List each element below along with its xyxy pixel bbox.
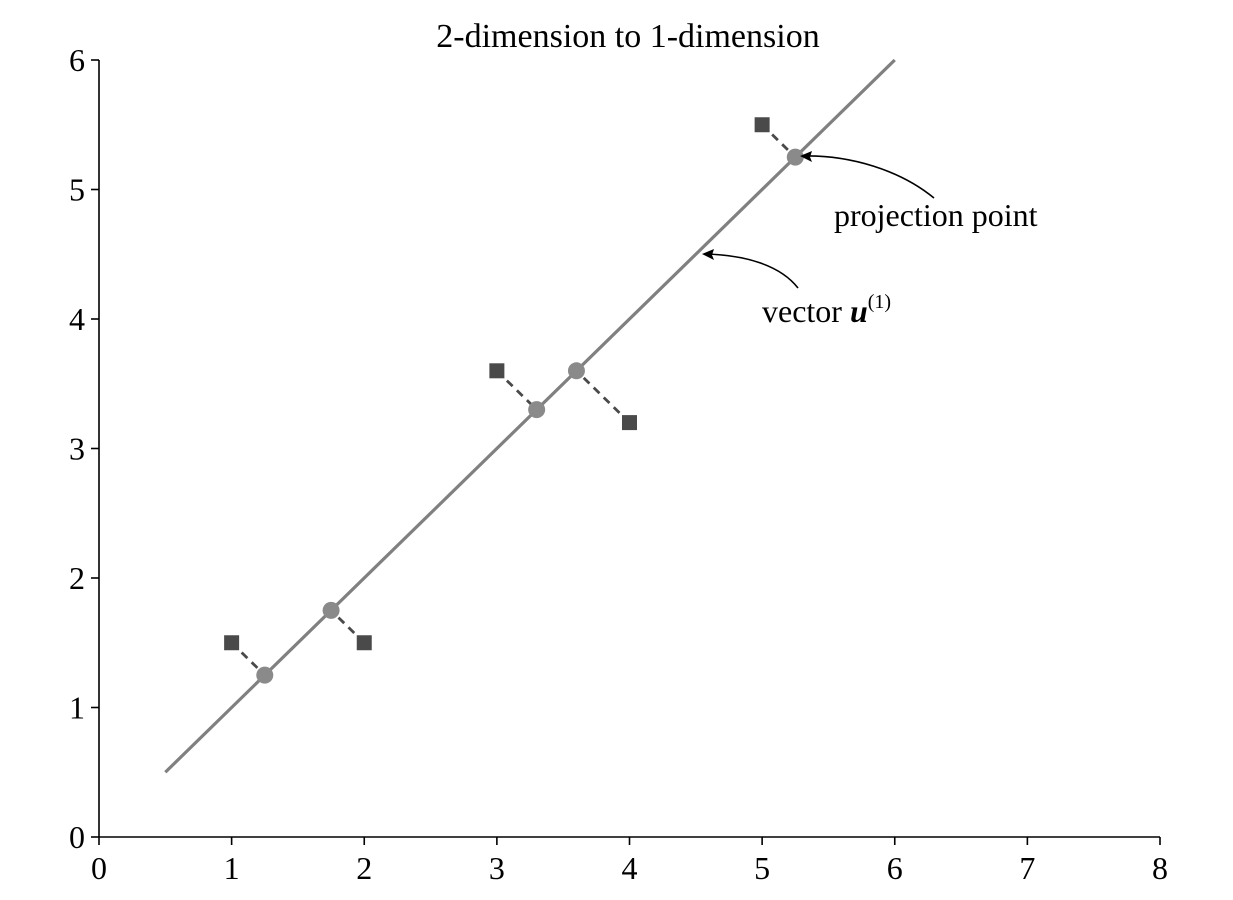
projection-lines xyxy=(230,123,797,677)
chart-title: 2-dimension to 1-dimension xyxy=(436,18,819,55)
points xyxy=(224,117,804,684)
projection-arrowhead xyxy=(800,151,812,162)
projection-label: projection point xyxy=(834,197,1038,233)
y-tick-label: 5 xyxy=(69,172,85,208)
x-tick-label: 5 xyxy=(754,850,770,886)
y-tick-label: 2 xyxy=(69,560,85,596)
x-tick-label: 8 xyxy=(1152,850,1168,886)
x-tick-label: 6 xyxy=(887,850,903,886)
original-point xyxy=(622,415,637,431)
original-point xyxy=(754,117,770,133)
vector-arrowhead xyxy=(702,249,714,260)
y-tick-label: 1 xyxy=(69,690,85,726)
x-tick-label: 3 xyxy=(489,850,505,886)
vector-arrow-line xyxy=(704,253,799,289)
y-tick-label: 6 xyxy=(69,42,85,78)
y-tick-label: 0 xyxy=(69,819,85,855)
y-tick-label: 3 xyxy=(69,431,85,467)
annotations: projection point vector u(1) xyxy=(702,151,1038,329)
projection-point xyxy=(256,666,274,684)
projection-point xyxy=(528,401,546,419)
x-tick-label: 1 xyxy=(224,850,240,886)
projection-point xyxy=(786,148,804,166)
vector-label-text: vector xyxy=(762,293,850,329)
original-point xyxy=(224,635,240,651)
original-point xyxy=(489,363,505,379)
ticks: 0 1 2 3 4 5 6 7 8 0 1 2 3 4 5 6 xyxy=(69,42,1168,886)
projection-segment xyxy=(495,369,538,411)
projection-segment xyxy=(575,369,631,424)
x-tick-label: 0 xyxy=(91,850,107,886)
projection-point xyxy=(322,601,340,619)
projection-point xyxy=(567,362,585,380)
original-point xyxy=(356,635,372,651)
x-tick-label: 2 xyxy=(356,850,372,886)
principal-vector-line xyxy=(164,58,896,774)
y-tick-label: 4 xyxy=(69,301,85,337)
projection-arrow-line xyxy=(802,155,935,199)
axes xyxy=(98,60,1160,838)
x-tick-label: 7 xyxy=(1019,850,1035,886)
vector-label-superscript: (1) xyxy=(868,291,891,313)
vector-label: vector u(1) xyxy=(762,291,891,329)
x-tick-label: 4 xyxy=(622,850,638,886)
fit-line-group xyxy=(164,58,896,774)
vector-label-symbol: u xyxy=(850,293,868,329)
